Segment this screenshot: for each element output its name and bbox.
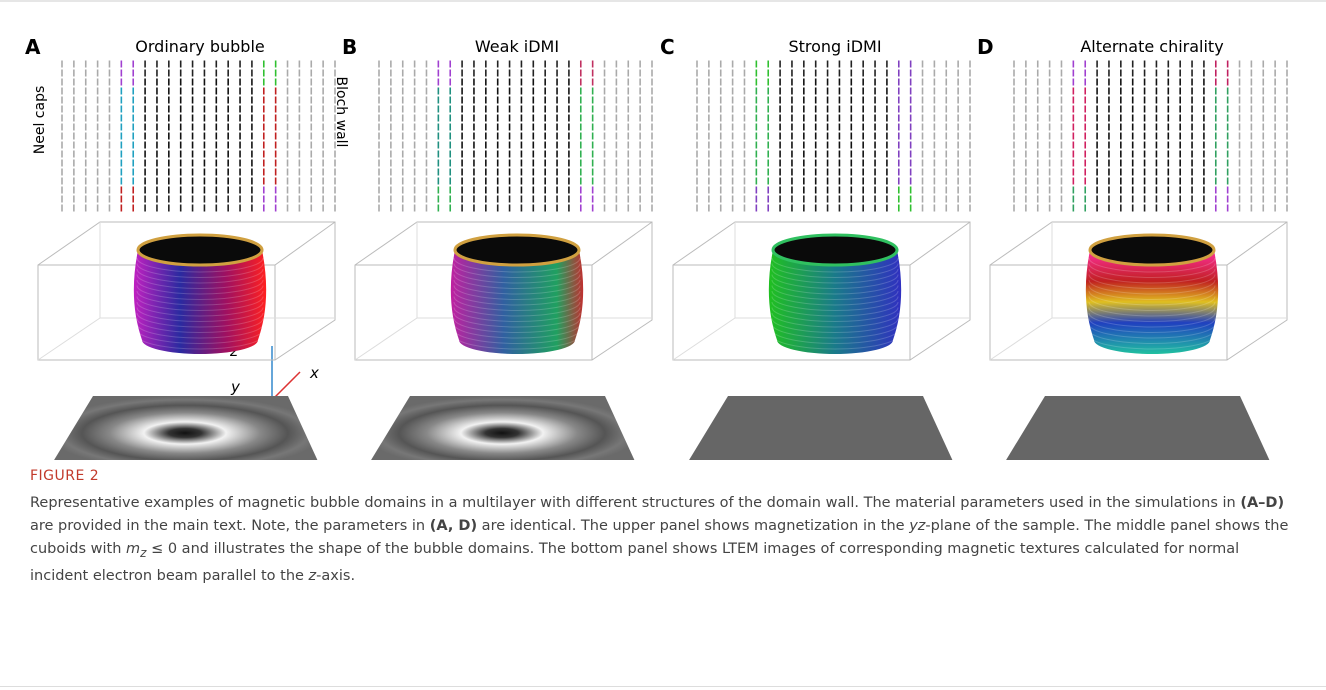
caption-text: (A, D) [430, 518, 477, 534]
panel-title: Ordinary bubble [135, 37, 264, 56]
panel-title: Strong iDMI [788, 37, 881, 56]
axis-label: y [230, 378, 241, 396]
caption-text: ≤ 0 and illustrates the shape of the bub… [30, 541, 1239, 584]
caption-text: yz [909, 518, 925, 534]
ltem-image [1000, 396, 1274, 460]
caption-text: Representative examples of magnetic bubb… [30, 495, 1240, 511]
panel-letter: C [660, 35, 675, 59]
caption-text: (A–D) [1240, 495, 1284, 511]
caption-text: -axis. [316, 568, 355, 584]
bubble-top [455, 235, 579, 265]
caption-label: FIGURE 2 [30, 468, 99, 484]
bubble-top [138, 235, 262, 265]
panel-letter: D [977, 35, 994, 59]
caption: Representative examples of magnetic bubb… [30, 492, 1300, 588]
ltem-image [365, 396, 639, 460]
bubble-top [1090, 235, 1214, 265]
panel-title: Alternate chirality [1080, 37, 1223, 56]
ltem-image [683, 396, 957, 460]
axis-label: x [309, 364, 319, 382]
caption-text: m [126, 541, 140, 557]
bottom-rule [0, 686, 1326, 687]
caption-text: are identical. The upper panel shows mag… [477, 518, 909, 534]
bubble-top [773, 235, 897, 265]
page: Neel caps Bloch wall z y x AOrdinary bub… [0, 0, 1326, 690]
panel-letter: A [25, 35, 41, 59]
axis-x [272, 372, 300, 400]
panel-title: Weak iDMI [475, 37, 559, 56]
ltem-image [48, 396, 322, 460]
annotation: Neel caps [32, 86, 48, 155]
panel-letter: B [342, 35, 357, 59]
caption-text: are provided in the main text. Note, the… [30, 518, 430, 534]
